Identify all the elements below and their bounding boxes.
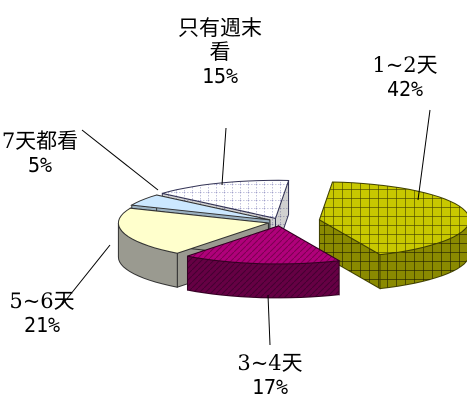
slice-label-3-leader (61, 244, 111, 306)
slice-label-1-leader (417, 109, 431, 201)
slice-label-2-leader (267, 294, 271, 346)
slice-label-3-name: 5~6天 (9, 289, 74, 313)
slice-label-5-percent: 15% (202, 64, 238, 88)
slice-label-2-percent: 17% (252, 375, 288, 399)
pie-slice-1 (318, 181, 467, 290)
slice-label-3-percent: 21% (24, 313, 60, 337)
slice-label-4-percent: 5% (28, 153, 52, 177)
pie-slice-2 (186, 225, 341, 299)
pie-slice-2-top (187, 225, 341, 265)
slice-label-2-name: 3~4天 (237, 351, 302, 375)
slice-label-4-leader (81, 129, 159, 191)
slice-label-1-name: 1~2天 (372, 53, 437, 77)
slice-label-1-percent: 42% (387, 77, 423, 101)
pie-slice-4-top (130, 194, 270, 221)
pie-slice-5-top (162, 179, 290, 219)
slice-label-5-name: 看 (210, 40, 231, 64)
slice-label-5-leader (221, 127, 227, 186)
pie-slices (117, 179, 467, 299)
pie-slice-3-top (117, 207, 269, 254)
slice-label-5-name: 只有週末 (178, 16, 262, 40)
pie-slice-1-top (318, 181, 467, 256)
slice-label-4-name: 7天都看 (2, 129, 78, 153)
